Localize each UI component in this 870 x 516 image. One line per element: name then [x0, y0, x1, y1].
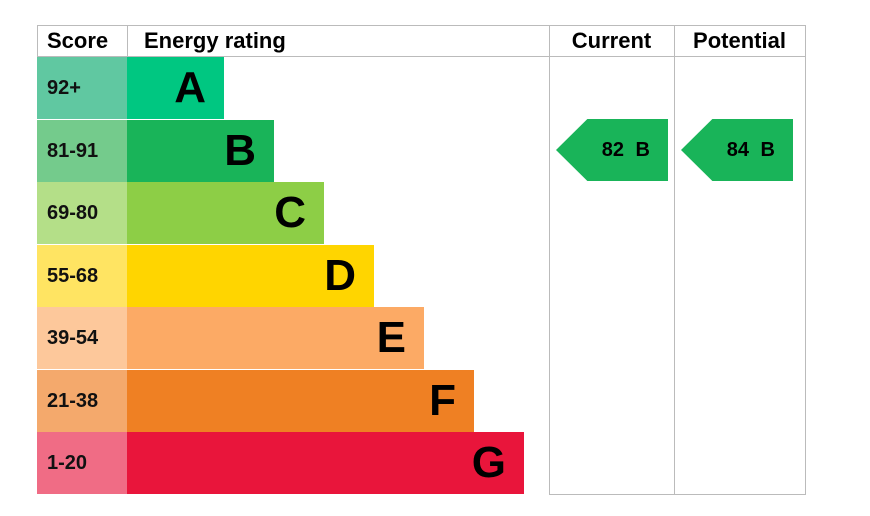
- rating-bar-g: G: [127, 432, 524, 494]
- score-cell-d: 55-68: [37, 244, 127, 307]
- header-current: Current: [571, 28, 652, 53]
- header-energy-rating: Energy rating: [144, 28, 286, 53]
- rating-bar-b: B: [127, 119, 274, 182]
- score-cell-g: 1-20: [37, 432, 127, 494]
- score-cell-a: 92+: [37, 57, 127, 119]
- score-cell-f: 21-38: [37, 369, 127, 432]
- left-border: [37, 25, 38, 57]
- potential-divider: [674, 25, 675, 495]
- header-score: Score: [47, 28, 109, 53]
- rating-bar-c: C: [127, 182, 324, 244]
- table-top-border: [37, 25, 805, 26]
- potential-rating-arrow: 84 B: [681, 119, 793, 181]
- score-cell-b: 81-91: [37, 119, 127, 182]
- rating-letter: F: [429, 375, 456, 425]
- rating-letter: G: [471, 438, 506, 487]
- rating-bar-e: E: [127, 307, 424, 369]
- current-rating-arrow: 82 B: [556, 119, 668, 181]
- rating-letter: B: [224, 125, 256, 175]
- rating-bar-d: D: [127, 244, 374, 307]
- header-divider: [37, 56, 805, 57]
- header-potential: Potential: [693, 28, 786, 53]
- rating-letter: D: [324, 250, 356, 300]
- score-cell-c: 69-80: [37, 182, 127, 244]
- current-divider: [549, 25, 550, 495]
- rating-bar-a: A: [127, 57, 224, 119]
- score-divider: [127, 25, 128, 57]
- rating-letter: E: [376, 313, 406, 362]
- rating-letter: A: [174, 63, 206, 112]
- score-cell-e: 39-54: [37, 307, 127, 369]
- rating-bar-f: F: [127, 369, 474, 432]
- rating-letter: C: [274, 188, 306, 237]
- table-bottom-border: [549, 494, 805, 495]
- right-border: [805, 25, 806, 495]
